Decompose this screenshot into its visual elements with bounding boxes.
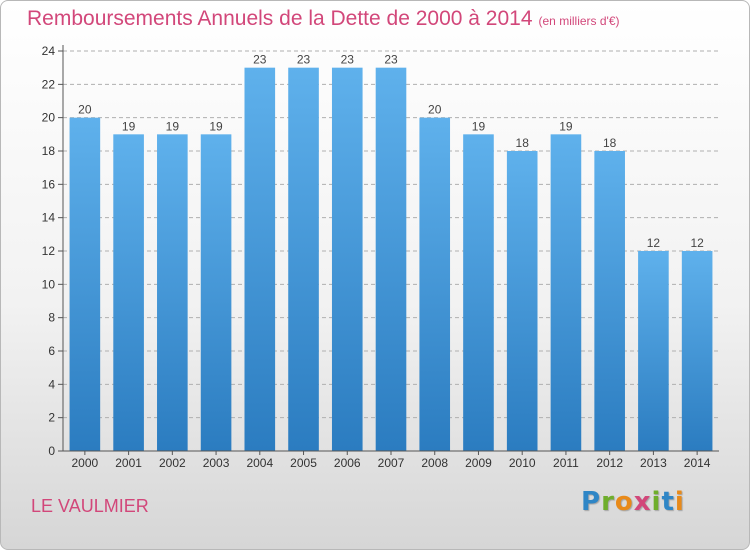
y-tick-label: 14 [42, 211, 56, 225]
x-tick-label: 2008 [421, 456, 448, 470]
y-tick-label: 4 [48, 377, 55, 391]
bar-value-label: 19 [559, 119, 573, 133]
x-tick-label: 2010 [509, 456, 536, 470]
bar [375, 67, 407, 452]
y-tick-label: 18 [42, 144, 56, 158]
proxiti-logo: Proxiti [581, 487, 685, 517]
chart-subtitle: (en milliers d'€) [538, 14, 620, 28]
bar-value-label: 12 [647, 236, 661, 250]
bar [113, 134, 144, 452]
y-tick-label: 12 [42, 244, 56, 258]
bar-value-label: 20 [428, 103, 442, 117]
bars [69, 67, 713, 452]
x-tick-label: 2003 [203, 456, 230, 470]
chart-title-text: Remboursements Annuels de la Dette de 20… [27, 7, 533, 30]
y-tick-label: 22 [42, 77, 56, 91]
bar [463, 134, 494, 452]
bar-value-label: 19 [122, 119, 136, 133]
y-tick-label: 6 [48, 344, 55, 358]
bar [419, 117, 451, 452]
bar [244, 67, 276, 452]
bar [200, 134, 232, 452]
y-tick-label: 0 [48, 444, 55, 458]
x-tick-label: 2002 [159, 456, 186, 470]
bar [550, 134, 582, 452]
value-labels: 20 19 19 19 23 23 23 23 20 19 18 19 18 12 12 [78, 53, 704, 250]
x-tick-label: 2014 [684, 456, 711, 470]
bar-value-label: 23 [253, 53, 267, 67]
bar [331, 67, 363, 452]
bar-value-label: 23 [341, 53, 355, 67]
chart-title: Remboursements Annuels de la Dette de 20… [27, 7, 620, 31]
x-tick-label: 2004 [246, 456, 273, 470]
x-tick-label: 2009 [465, 456, 492, 470]
y-tick-label: 8 [48, 311, 55, 325]
bar-value-label: 19 [209, 119, 223, 133]
x-tick-label: 2005 [290, 456, 317, 470]
bar-value-label: 12 [690, 236, 704, 250]
bar [638, 251, 669, 451]
y-tick-label: 16 [42, 177, 56, 191]
x-tick-label: 2007 [378, 456, 405, 470]
y-tick-label: 20 [42, 111, 56, 125]
y-tick-label: 2 [48, 411, 55, 425]
bar-value-label: 23 [384, 53, 398, 67]
location-label: LE VAULMIER [31, 496, 149, 516]
bar-value-label: 20 [78, 103, 92, 117]
bar [594, 151, 625, 451]
x-tick-label: 2000 [72, 456, 99, 470]
x-tick-label: 2001 [115, 456, 142, 470]
y-tick-label: 10 [42, 277, 56, 291]
x-tick-label: 2011 [553, 456, 579, 470]
bar [157, 134, 188, 452]
bar [506, 151, 538, 451]
bar-value-label: 18 [516, 136, 530, 150]
x-tick-label: 2012 [596, 456, 623, 470]
bar-value-label: 19 [472, 119, 486, 133]
bar [69, 117, 101, 452]
bar-value-label: 18 [603, 136, 617, 150]
bar [681, 251, 713, 451]
bar [288, 67, 319, 452]
bar-value-label: 19 [166, 119, 180, 133]
bar-value-label: 23 [297, 53, 311, 67]
x-tick-label: 2006 [334, 456, 361, 470]
y-tick-label: 24 [42, 44, 56, 58]
x-tick-label: 2013 [640, 456, 667, 470]
